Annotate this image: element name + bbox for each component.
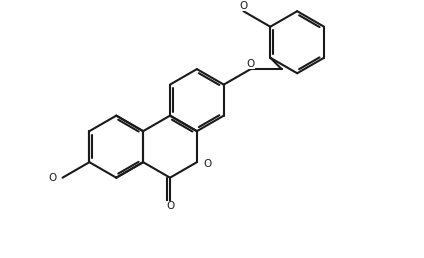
Text: O: O [204, 159, 212, 169]
Text: O: O [239, 1, 248, 11]
Text: O: O [246, 59, 255, 69]
Text: O: O [49, 173, 57, 183]
Text: O: O [166, 201, 174, 212]
